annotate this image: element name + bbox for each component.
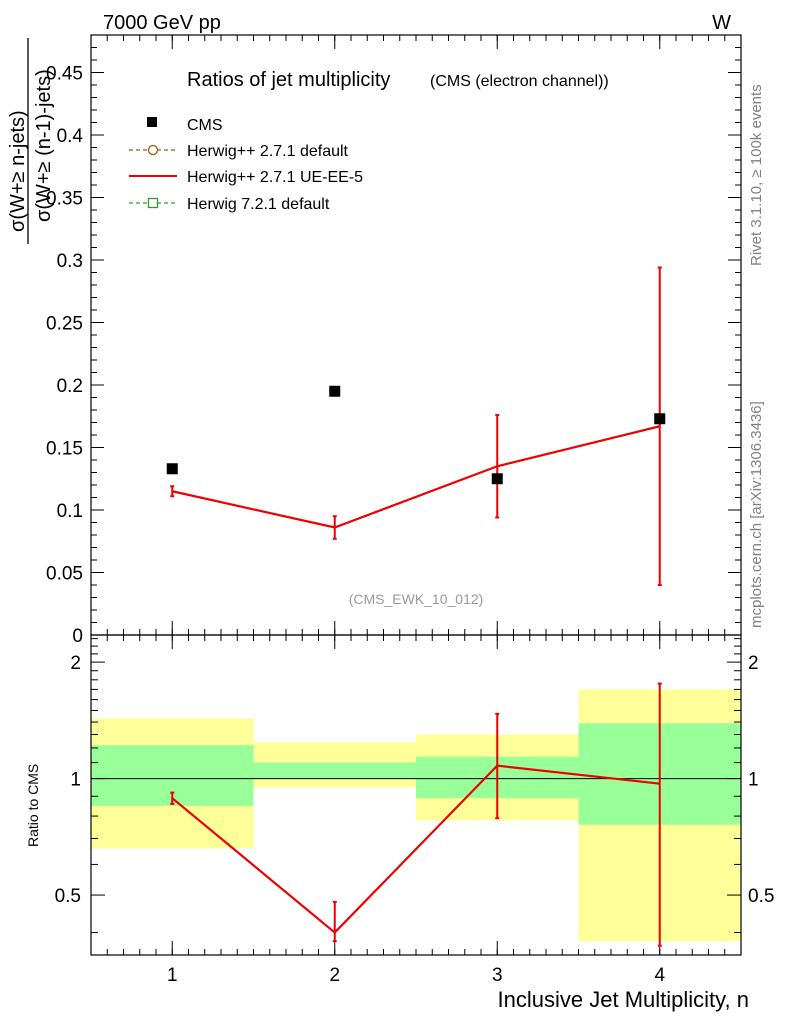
main-ytick-label: 0.2 (57, 376, 83, 397)
ratio-xtick-label: 4 (654, 965, 665, 986)
x-axis-label: Inclusive Jet Multiplicity, n (498, 987, 749, 1012)
ratio-xtick-label: 2 (329, 965, 340, 986)
main-subtitle: (CMS (electron channel)) (430, 73, 609, 90)
band-inner-2 (253, 762, 416, 779)
cms-point (329, 385, 341, 397)
legend-cms-marker (147, 117, 157, 127)
ratio-ytick-label-right: 0.5 (748, 886, 774, 907)
main-ytick-label: 0.4 (57, 126, 84, 147)
main-ytick-label: 0.05 (46, 564, 83, 585)
ratio-ytick-label: 1 (70, 770, 81, 791)
main-ylabel: σ(W+≥ n-jets) σ(W+≥ (n-1)-jets) (7, 38, 55, 244)
main-ytick-label: 0 (72, 626, 83, 647)
mcplots-label: mcplots.cern.ch [arXiv:1306.3436] (748, 401, 765, 628)
ylabel-numerator: σ(W+≥ n-jets) (7, 110, 29, 232)
ratio-ytick-label-right: 2 (748, 653, 759, 674)
legend-herwig-default-label: Herwig++ 2.7.1 default (187, 143, 349, 160)
main-ytick-label: 0.35 (46, 189, 83, 210)
main-title: Ratios of jet multiplicity (187, 69, 390, 91)
ratio-axis: 0.5 0.5 1 1 2 2 1 2 3 4 (55, 634, 774, 986)
ratio-ytick-label-right: 1 (748, 770, 759, 791)
legend-herwig-ue-label: Herwig++ 2.7.1 UE-EE-5 (187, 169, 363, 186)
ratio-xtick-label: 3 (492, 965, 503, 986)
ratio-ytick-label: 0.5 (55, 886, 81, 907)
legend-herwig72-label: Herwig 7.2.1 default (187, 196, 330, 213)
main-ytick-label: 0.25 (46, 314, 83, 335)
cms-point (491, 473, 503, 485)
legend-herwig72-marker (147, 197, 159, 209)
herwig-ue-line (172, 425, 661, 529)
ratio-ytick-label: 2 (70, 653, 81, 674)
cms-point (166, 463, 178, 475)
main-series (166, 266, 666, 586)
main-ytick-label: 0.45 (46, 64, 83, 85)
main-ytick-label: 0.3 (57, 251, 83, 272)
cms-point (654, 413, 666, 425)
legend-cms-label: CMS (187, 117, 223, 134)
main-ytick-label: 0.15 (46, 439, 83, 460)
legend: CMS Herwig++ 2.7.1 default Herwig++ 2.7.… (129, 117, 363, 213)
ratio-xtick-label: 1 (167, 965, 178, 986)
analysis-watermark: (CMS_EWK_10_012) (349, 591, 484, 607)
rivet-label: Rivet 3.1.10, ≥ 100k events (748, 84, 765, 266)
ratio-series (170, 682, 662, 947)
main-ytick-label: 0.1 (57, 501, 83, 522)
legend-herwig-default-marker (147, 144, 159, 156)
header-boson: W (712, 12, 731, 34)
main-axis: 0 0.05 0.1 0.15 0.2 0.25 0.3 0.35 0.4 0.45 (46, 34, 742, 647)
header-energy: 7000 GeV pp (103, 12, 221, 34)
ylabel-denominator: σ(W+≥ (n-1)-jets) (33, 69, 55, 222)
ratio-line (171, 764, 660, 935)
ratio-ylabel: Ratio to CMS (25, 764, 41, 847)
